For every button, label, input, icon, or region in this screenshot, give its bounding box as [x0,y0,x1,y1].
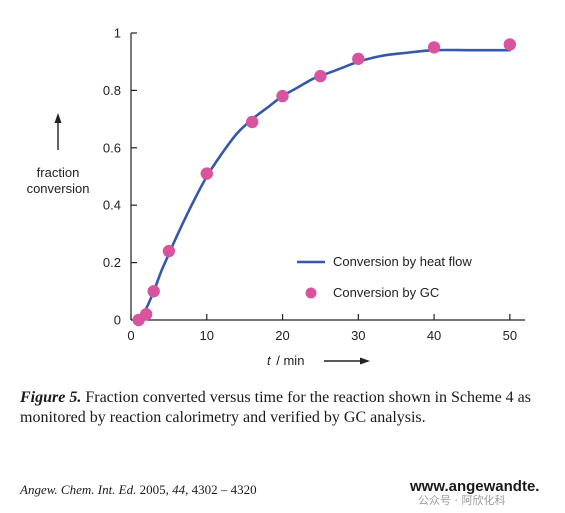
heat-flow-line [137,48,512,322]
citation-volume: 44, [172,482,189,497]
gc-data-point [427,41,441,54]
series [132,38,516,327]
x-axis-label: t / min [267,353,304,368]
y-axis-label-line1: fraction [37,165,80,180]
gc-data-point [147,285,160,298]
gc-data-point [314,69,327,83]
y-axis-title: fraction conversion [27,113,90,196]
y-tick-label: 1 [114,26,121,41]
x-axis-label-unit: / min [276,353,304,368]
y-axis-label-line2: conversion [27,181,90,196]
legend-label-heat-flow: Conversion by heat flow [333,254,472,269]
gc-data-point [140,308,153,321]
citation-year: 2005, [139,482,169,497]
x-axis-title-arrowhead [360,357,370,365]
gc-data-point [352,52,365,65]
x-tick-label: 30 [351,328,365,343]
y-tick-label: 0.4 [103,198,121,213]
y-tick-label: 0 [114,313,121,328]
legend: Conversion by heat flow Conversion by GC [297,254,472,300]
figure-caption-text: Fraction converted versus time for the r… [20,389,531,426]
x-axis-title: t / min [267,353,370,368]
site-url: www.angewandte. [410,478,540,495]
figure-caption: Figure 5. Fraction converted versus time… [20,388,540,427]
y-axis-title-arrowhead [54,113,62,123]
x-tick-label: 50 [503,328,517,343]
legend-marker-swatch [305,287,317,299]
gc-data-point [503,38,516,51]
y-tick-label: 0.8 [103,83,121,98]
chart: 00.20.40.60.810 10 20 30 40 50 fraction conve… [27,26,525,368]
legend-label-gc: Conversion by GC [333,285,439,300]
x-tick-label: 10 [200,328,214,343]
ticks: 00.20.40.60.810 10 20 30 40 50 [103,26,517,344]
x-axis-label-var: t [267,353,272,368]
gc-data-point [246,115,259,129]
gc-data-point [276,89,289,103]
y-tick-label: 0.2 [103,255,121,270]
y-tick-label: 0.6 [103,140,121,155]
axes [130,33,525,321]
citation-pages: 4302 – 4320 [191,482,257,497]
gc-data-point [200,167,213,180]
citation-journal: Angew. Chem. Int. Ed. [20,482,137,497]
x-tick-label: 20 [275,328,289,343]
x-tick-label: 40 [427,328,441,343]
x-tick-label: 0 [127,328,134,343]
watermark-text: 公众号 · 阿欣化科 [418,494,506,507]
gc-data-point [162,244,176,258]
figure-caption-label: Figure 5. [20,389,82,406]
citation: Angew. Chem. Int. Ed. 2005, 44, 4302 – 4… [20,482,257,498]
